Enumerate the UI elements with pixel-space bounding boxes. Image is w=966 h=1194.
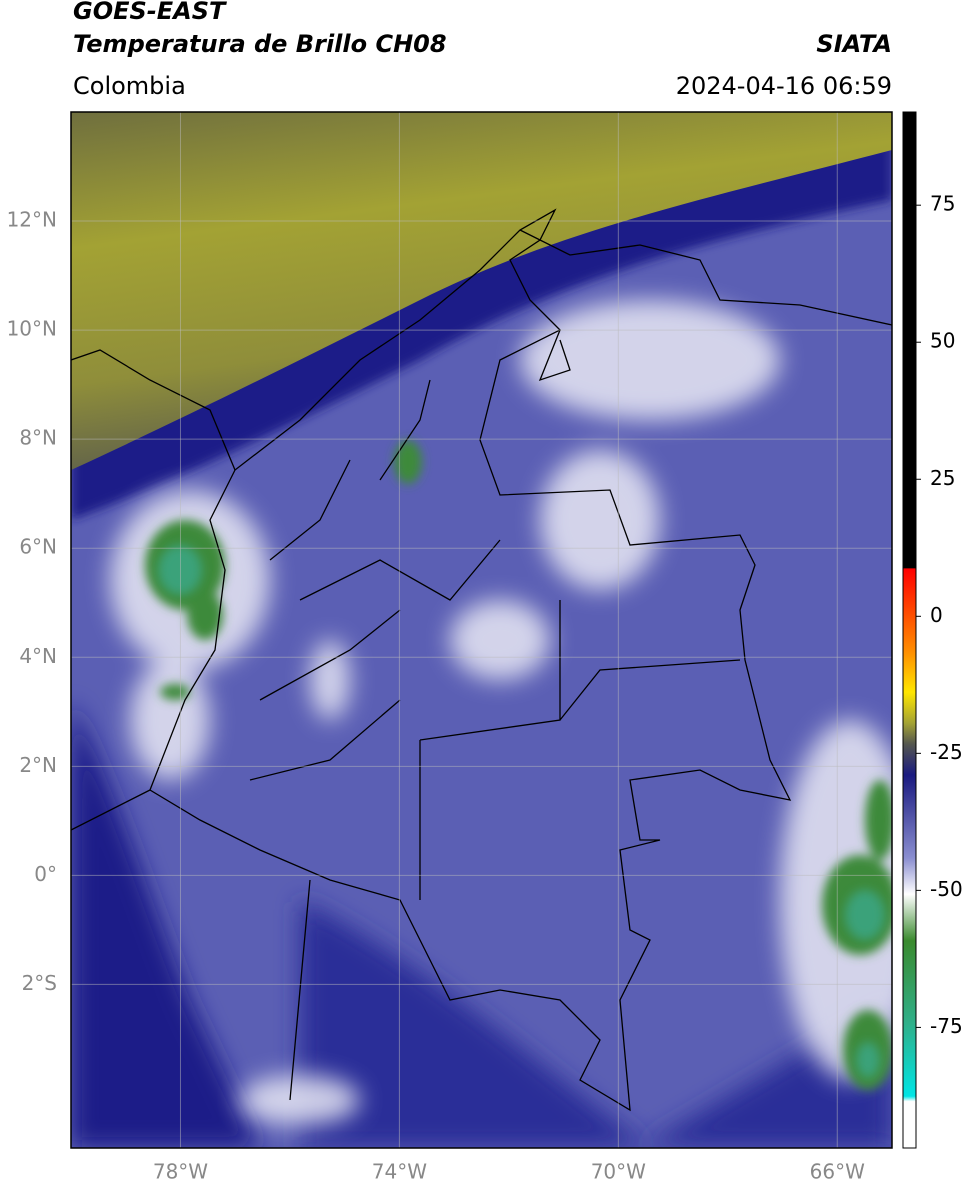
lat-tick-label: 2°N: [19, 753, 57, 777]
lon-tick-label: 78°W: [153, 1160, 208, 1184]
colorbar-tick-label: 50: [930, 329, 955, 353]
colorbar-tick-label: 0: [930, 603, 943, 627]
satellite: GOES-EAST: [73, 0, 227, 25]
colorbar-tick-label: -25: [930, 740, 963, 764]
colorbar-tick-label: -50: [930, 877, 963, 901]
lat-tick-label: 10°N: [7, 317, 57, 341]
lat-tick-label: 12°N: [7, 208, 57, 232]
lat-tick-label: 2°S: [22, 971, 57, 995]
lat-tick-label: 6°N: [19, 535, 57, 559]
lat-tick-label: 4°N: [19, 644, 57, 668]
source: SIATA: [816, 30, 892, 58]
colorbar-tick-label: 75: [930, 192, 955, 216]
map-frame: [70, 111, 893, 1149]
lon-tick-label: 66°W: [810, 1160, 865, 1184]
lat-tick-label: 0°: [34, 862, 57, 886]
colorbar-tick-label: -75: [930, 1014, 963, 1038]
colorbar-tick-label: 25: [930, 466, 955, 490]
lat-tick-label: 8°N: [19, 426, 57, 450]
lon-tick-label: 74°W: [372, 1160, 427, 1184]
satellite-image: [71, 112, 892, 1148]
colorbar: [902, 111, 917, 1149]
timestamp: 2024-04-16 06:59: [676, 72, 892, 100]
region: Colombia: [73, 72, 186, 100]
lon-tick-label: 70°W: [591, 1160, 646, 1184]
product: Temperatura de Brillo CH08: [73, 30, 447, 58]
